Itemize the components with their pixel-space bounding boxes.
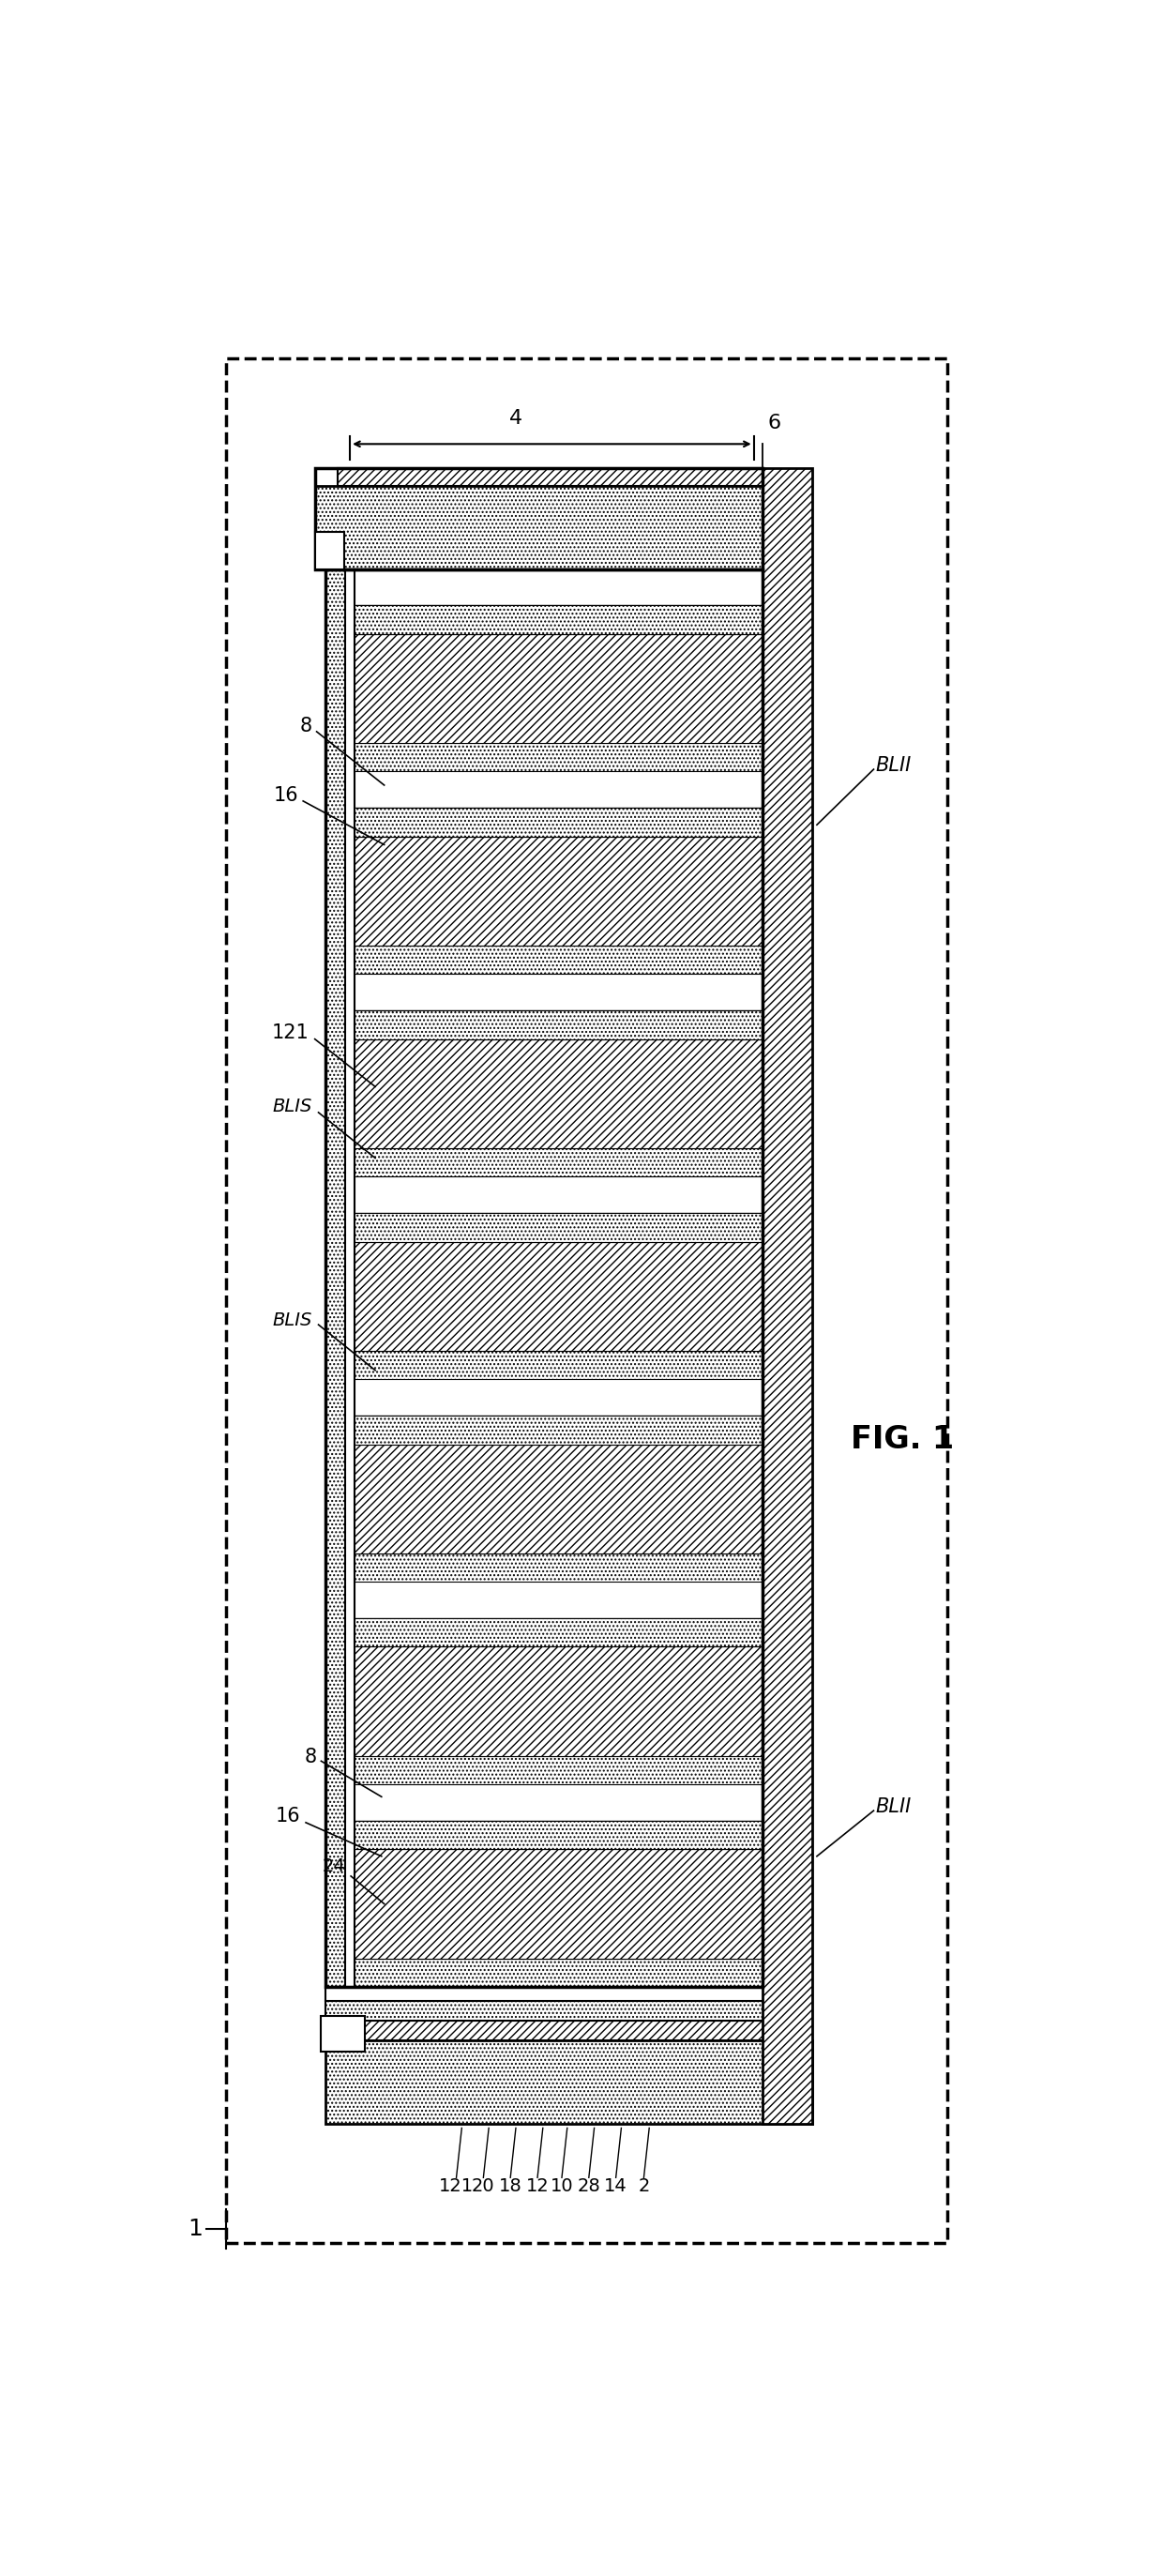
Bar xyxy=(345,1149,763,1177)
Bar xyxy=(345,1417,763,1445)
Text: 12: 12 xyxy=(526,2177,549,2195)
Text: 10: 10 xyxy=(550,2177,573,2195)
Bar xyxy=(345,744,763,773)
Bar xyxy=(345,634,763,744)
Bar xyxy=(326,2040,813,2125)
Text: 16: 16 xyxy=(276,1808,300,1826)
Bar xyxy=(345,1757,763,1785)
Text: 28: 28 xyxy=(577,2177,600,2195)
Bar xyxy=(345,1821,763,1850)
Bar xyxy=(345,569,763,605)
Bar xyxy=(345,569,355,1986)
Bar xyxy=(763,469,812,2125)
Bar xyxy=(345,1785,763,1821)
Text: 20: 20 xyxy=(472,2177,495,2195)
Text: 8: 8 xyxy=(305,1747,316,1767)
Text: BLII: BLII xyxy=(876,1798,912,1816)
Bar xyxy=(315,469,763,569)
Bar xyxy=(345,1010,763,1038)
Bar xyxy=(345,1350,763,1378)
Bar xyxy=(326,2002,813,2022)
Bar xyxy=(345,945,763,974)
Bar xyxy=(345,1445,763,1553)
Bar xyxy=(345,773,763,809)
Bar xyxy=(345,1582,763,1618)
Text: 8: 8 xyxy=(300,716,312,734)
Text: 6: 6 xyxy=(768,412,780,433)
Bar xyxy=(345,1242,763,1350)
Bar xyxy=(315,531,344,569)
Bar xyxy=(345,1213,763,1242)
Bar xyxy=(227,358,948,2244)
Text: BLII: BLII xyxy=(876,755,912,775)
Text: 4: 4 xyxy=(509,410,522,428)
Bar xyxy=(326,2022,813,2040)
Bar xyxy=(345,1378,763,1417)
Bar xyxy=(345,974,763,1010)
Bar xyxy=(315,487,763,569)
Text: 14: 14 xyxy=(605,2177,628,2195)
Text: 2: 2 xyxy=(638,2177,650,2195)
Bar xyxy=(326,569,345,1986)
Text: 121: 121 xyxy=(272,1023,309,1043)
Bar xyxy=(326,1986,813,2002)
Text: 18: 18 xyxy=(499,2177,522,2195)
Text: 16: 16 xyxy=(273,786,299,804)
Text: BLIS: BLIS xyxy=(272,1311,312,1329)
Bar xyxy=(345,1646,763,1757)
Bar xyxy=(345,1177,763,1213)
Text: 24: 24 xyxy=(322,1857,345,1875)
Bar xyxy=(345,1618,763,1646)
Bar xyxy=(337,469,763,487)
Text: 121: 121 xyxy=(438,2177,473,2195)
Bar xyxy=(326,569,763,1986)
Bar xyxy=(345,1553,763,1582)
Bar xyxy=(321,2017,365,2050)
Bar xyxy=(345,605,763,634)
Bar xyxy=(345,1958,763,1986)
Text: 1: 1 xyxy=(187,2218,202,2241)
Bar xyxy=(345,1038,763,1149)
Bar xyxy=(345,809,763,837)
Text: BLIS: BLIS xyxy=(272,1097,312,1115)
Bar xyxy=(345,1850,763,1958)
Bar xyxy=(345,837,763,945)
Text: FIG. 1: FIG. 1 xyxy=(851,1425,954,1455)
